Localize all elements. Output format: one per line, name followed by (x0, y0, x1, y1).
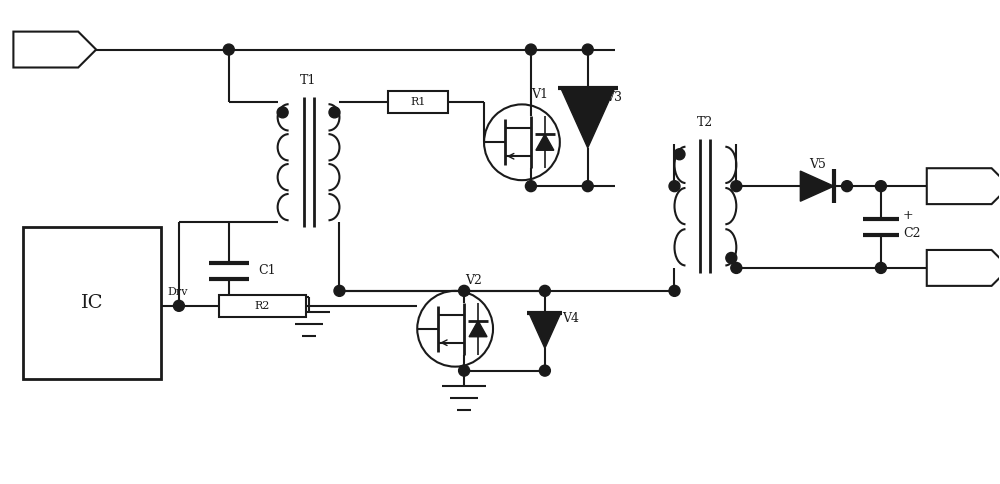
Circle shape (459, 365, 470, 376)
Circle shape (334, 286, 345, 296)
FancyBboxPatch shape (219, 295, 306, 317)
Text: R2: R2 (254, 301, 270, 311)
Circle shape (173, 301, 184, 311)
Circle shape (674, 149, 685, 160)
Text: V3: V3 (605, 91, 622, 104)
Circle shape (669, 286, 680, 296)
Circle shape (539, 286, 550, 296)
Circle shape (329, 107, 340, 118)
Circle shape (731, 262, 742, 273)
Circle shape (525, 44, 536, 55)
Polygon shape (529, 313, 561, 348)
Circle shape (223, 44, 234, 55)
Text: Drv: Drv (167, 287, 187, 297)
Text: V1: V1 (531, 88, 548, 101)
Circle shape (539, 365, 550, 376)
FancyBboxPatch shape (388, 91, 448, 113)
Circle shape (726, 253, 737, 263)
Text: V4: V4 (562, 312, 579, 325)
Polygon shape (536, 134, 554, 150)
Text: IC: IC (81, 294, 103, 312)
Circle shape (525, 181, 536, 192)
Polygon shape (927, 168, 1000, 204)
Circle shape (731, 181, 742, 192)
Text: Vin+: Vin+ (32, 45, 60, 55)
Polygon shape (927, 250, 1000, 286)
Text: C2: C2 (903, 227, 920, 240)
Text: R1: R1 (411, 97, 426, 107)
Circle shape (277, 107, 288, 118)
Text: T2: T2 (697, 116, 714, 129)
Polygon shape (469, 321, 487, 337)
Text: V2: V2 (465, 274, 482, 287)
Circle shape (875, 262, 886, 273)
Text: V5: V5 (809, 158, 826, 171)
Polygon shape (561, 88, 615, 148)
Text: Vout-: Vout- (946, 263, 973, 272)
Polygon shape (800, 171, 834, 201)
Circle shape (875, 181, 886, 192)
Circle shape (842, 181, 852, 192)
Text: C1: C1 (259, 264, 276, 277)
Circle shape (582, 181, 593, 192)
Circle shape (582, 44, 593, 55)
FancyBboxPatch shape (23, 227, 161, 378)
Polygon shape (13, 31, 96, 67)
Circle shape (669, 181, 680, 192)
Circle shape (459, 286, 470, 296)
Text: +: + (903, 209, 913, 222)
Text: T1: T1 (300, 74, 317, 87)
Text: Vout+: Vout+ (943, 182, 975, 191)
